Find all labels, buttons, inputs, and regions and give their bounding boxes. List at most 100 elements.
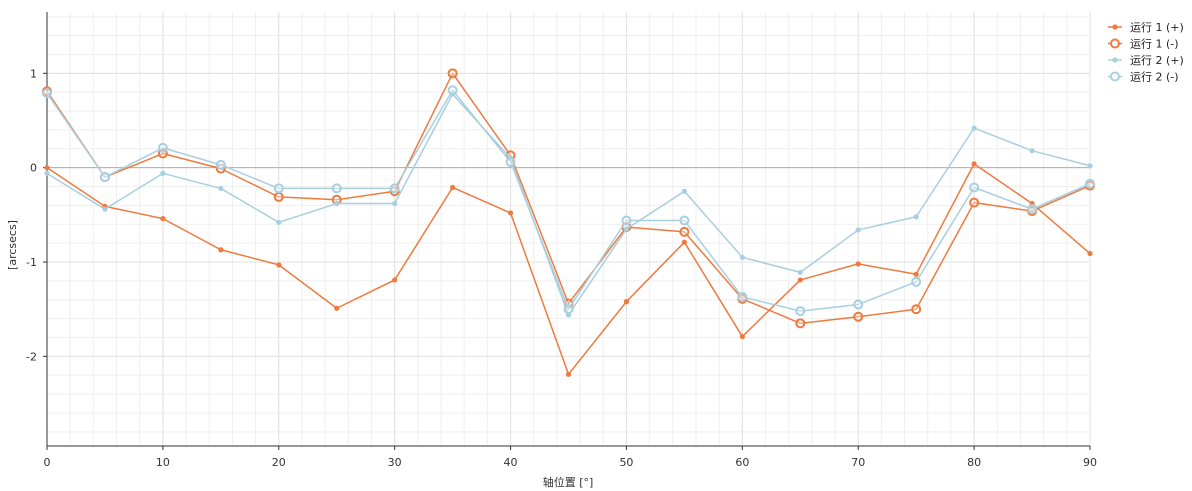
series-line	[46, 93, 1091, 316]
data-point[interactable]	[507, 210, 514, 216]
series-2	[42, 68, 1095, 329]
data-point[interactable]	[44, 170, 50, 176]
legend-label: 运行 2 (+)	[1130, 54, 1184, 67]
x-tick-label: 20	[272, 456, 286, 469]
series-line	[46, 163, 1091, 376]
series-1	[44, 161, 1093, 377]
data-point[interactable]	[1087, 163, 1093, 169]
data-point[interactable]	[450, 184, 456, 191]
legend-marker	[1112, 57, 1118, 63]
data-point[interactable]	[218, 185, 224, 192]
x-tick-label: 70	[851, 456, 865, 469]
axes	[46, 12, 1090, 447]
legend[interactable]: 运行 1 (+) 运行 1 (-) 运行 2 (+) 运行 2 (-)	[1108, 21, 1184, 84]
data-point[interactable]	[160, 170, 166, 176]
data-point[interactable]	[855, 261, 861, 267]
legend-item[interactable]: 运行 1 (-)	[1108, 38, 1179, 51]
x-tick-label: 80	[967, 456, 981, 469]
minor-gridlines	[46, 12, 1091, 446]
legend-item[interactable]: 运行 1 (+)	[1108, 21, 1184, 34]
data-point[interactable]	[389, 183, 400, 194]
data-point[interactable]	[681, 239, 687, 245]
data-point[interactable]	[913, 214, 919, 220]
data-point[interactable]	[621, 215, 632, 226]
data-point[interactable]	[853, 299, 864, 310]
data-point[interactable]	[911, 304, 922, 315]
data-point[interactable]	[737, 291, 748, 302]
data-point[interactable]	[42, 88, 52, 99]
series-line	[46, 89, 1091, 312]
y-axis-title: [arcsecs]	[6, 220, 19, 270]
data-point[interactable]	[679, 226, 690, 237]
y-axis-ticks: -2 -1 0 1	[26, 67, 47, 363]
y-tick-label: -2	[26, 350, 37, 363]
data-point[interactable]	[797, 277, 803, 283]
series-3	[44, 91, 1093, 318]
legend-marker	[1110, 71, 1120, 82]
data-point[interactable]	[969, 182, 980, 193]
data-point[interactable]	[563, 304, 574, 315]
data-point[interactable]	[505, 157, 516, 168]
data-point[interactable]	[160, 216, 166, 222]
data-point[interactable]	[1087, 250, 1093, 257]
data-point[interactable]	[795, 318, 806, 329]
legend-marker	[1110, 38, 1120, 49]
data-point[interactable]	[623, 226, 630, 232]
data-point[interactable]	[855, 227, 861, 233]
data-point[interactable]	[911, 276, 922, 287]
data-point[interactable]	[447, 85, 458, 96]
data-point[interactable]	[795, 306, 806, 317]
data-point[interactable]	[334, 305, 340, 311]
series-layer	[42, 68, 1095, 377]
data-point[interactable]	[99, 172, 110, 183]
x-tick-label: 10	[156, 456, 170, 469]
data-point[interactable]	[681, 188, 687, 194]
data-point[interactable]	[276, 219, 282, 225]
data-point[interactable]	[273, 183, 284, 194]
x-tick-label: 50	[619, 456, 633, 469]
data-point[interactable]	[853, 311, 864, 322]
data-point[interactable]	[157, 142, 168, 153]
y-tick-label: 1	[30, 67, 37, 80]
series-4	[42, 85, 1095, 317]
data-point[interactable]	[392, 277, 398, 283]
y-tick-label: -1	[26, 256, 37, 269]
data-point[interactable]	[215, 159, 226, 170]
data-point[interactable]	[969, 197, 980, 208]
data-point[interactable]	[392, 200, 398, 207]
legend-label: 运行 1 (+)	[1130, 21, 1184, 34]
data-point[interactable]	[971, 125, 977, 131]
x-axis-ticks: 0 10 20 30 40 50 60 70 80 90	[44, 446, 1097, 469]
data-point[interactable]	[913, 271, 919, 277]
data-point[interactable]	[276, 262, 282, 268]
data-point[interactable]	[331, 183, 342, 194]
data-point[interactable]	[447, 68, 458, 79]
legend-label: 运行 1 (-)	[1130, 38, 1179, 51]
data-point[interactable]	[44, 165, 50, 171]
data-point[interactable]	[334, 200, 340, 207]
data-point[interactable]	[679, 215, 690, 226]
data-point[interactable]	[971, 161, 977, 167]
data-point[interactable]	[273, 191, 284, 202]
x-axis-title: 轴位置 [°]	[543, 475, 594, 489]
x-tick-label: 60	[735, 456, 749, 469]
data-point[interactable]	[218, 247, 224, 253]
data-point[interactable]	[739, 333, 745, 340]
data-point[interactable]	[1027, 204, 1038, 215]
data-point[interactable]	[1085, 178, 1095, 189]
legend-item[interactable]: 运行 2 (-)	[1108, 71, 1179, 84]
data-point[interactable]	[565, 371, 572, 377]
y-tick-label: 0	[30, 162, 37, 175]
x-tick-label: 30	[388, 456, 402, 469]
legend-marker	[1112, 24, 1118, 30]
legend-label: 运行 2 (-)	[1130, 71, 1179, 84]
data-point[interactable]	[739, 254, 745, 260]
data-point[interactable]	[797, 269, 803, 275]
x-tick-label: 90	[1083, 456, 1097, 469]
legend-item[interactable]: 运行 2 (+)	[1108, 54, 1184, 67]
data-point[interactable]	[1029, 148, 1035, 154]
data-point[interactable]	[623, 299, 630, 305]
data-point[interactable]	[102, 206, 108, 212]
x-tick-label: 40	[504, 456, 518, 469]
